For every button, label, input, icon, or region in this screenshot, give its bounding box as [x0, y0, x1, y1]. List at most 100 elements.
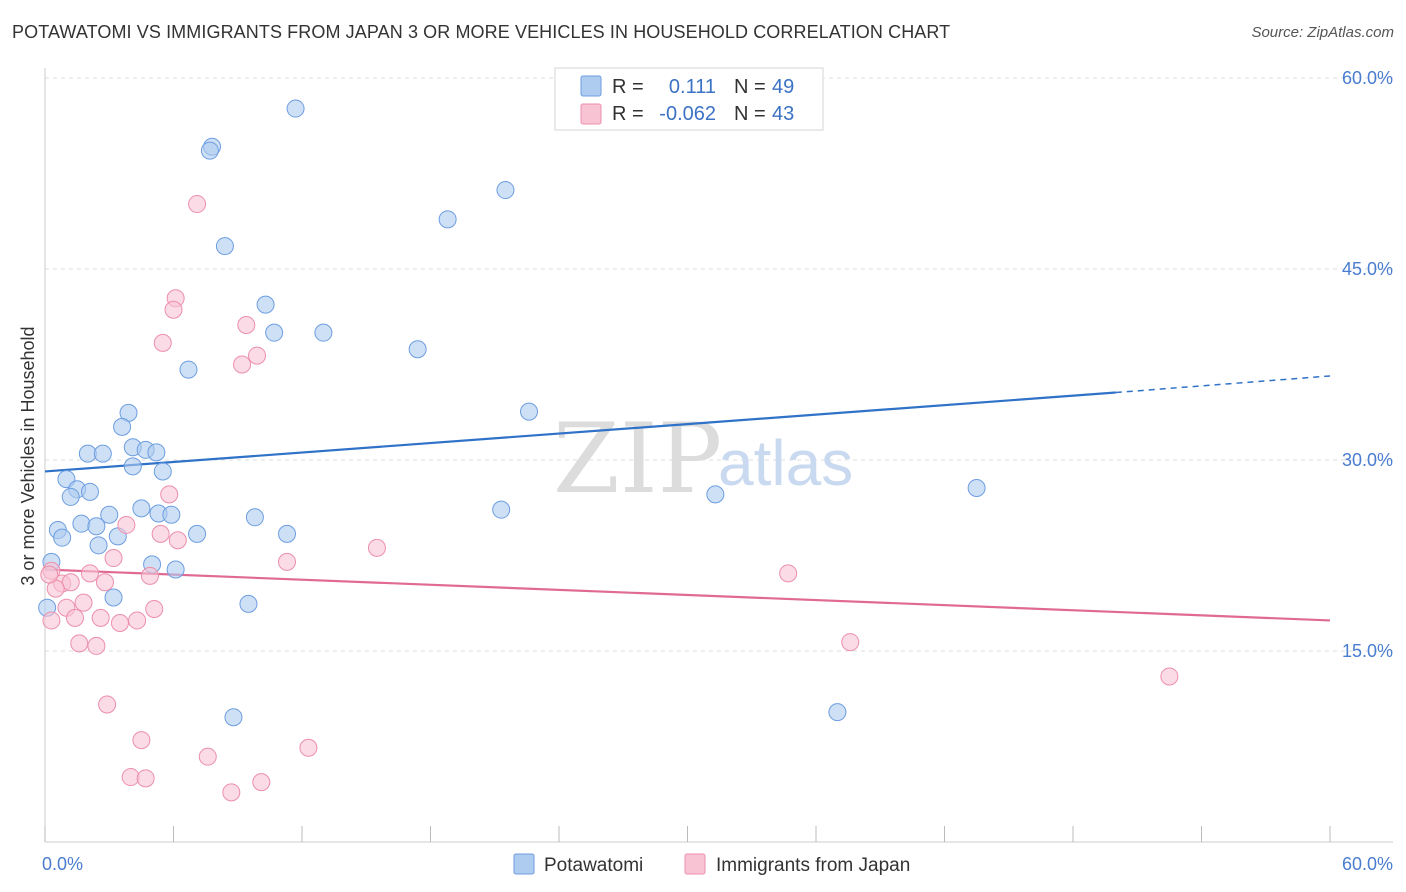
data-point [166, 560, 185, 579]
series-japan [40, 195, 1179, 802]
data-point [286, 99, 305, 118]
data-point [278, 524, 297, 543]
data-point [828, 703, 847, 722]
legend-r-label: R = [612, 103, 644, 125]
data-point [72, 514, 91, 533]
correlation-legend: R = 0.111 N = 49 R = -0.062 N = 43 [554, 67, 824, 131]
data-point [140, 566, 159, 585]
data-point [40, 565, 59, 584]
data-point [160, 485, 179, 504]
data-point [1160, 667, 1179, 686]
chart-source: Source: ZipAtlas.com [1251, 24, 1394, 41]
data-point [128, 611, 147, 630]
data-point [145, 599, 164, 618]
data-point [78, 444, 97, 463]
series-potawatomi [38, 99, 986, 727]
y-tick-label: 30.0% [1342, 450, 1393, 470]
y-tick-label: 15.0% [1342, 641, 1393, 661]
legend-swatch-japan [580, 103, 602, 125]
data-point [164, 300, 183, 319]
data-point [779, 564, 798, 583]
data-point [179, 360, 198, 379]
data-point [121, 768, 140, 787]
data-point [104, 549, 123, 568]
data-point [110, 613, 129, 632]
data-point [153, 333, 172, 352]
data-point [198, 747, 217, 766]
data-point [222, 783, 241, 802]
data-point [93, 444, 112, 463]
data-point [91, 608, 110, 627]
data-point [95, 573, 114, 592]
data-point [70, 634, 89, 653]
data-point [80, 564, 99, 583]
data-point [132, 499, 151, 518]
data-point [188, 524, 207, 543]
legend-label-japan: Immigrants from Japan [716, 855, 910, 876]
data-point [299, 738, 318, 757]
legend-r-value: 0.111 [669, 76, 716, 98]
watermark-zip: ZIP [553, 403, 722, 515]
data-point [117, 515, 136, 534]
data-point [520, 402, 539, 421]
data-point [100, 505, 119, 524]
legend-n-label: N = [734, 103, 766, 125]
data-point [367, 538, 386, 557]
data-point [252, 773, 271, 792]
data-point [42, 611, 61, 630]
data-point [53, 528, 72, 547]
legend-label-potawatomi: Potawatomi [544, 855, 643, 876]
data-point [438, 210, 457, 229]
data-point [151, 524, 170, 543]
data-point [245, 508, 264, 527]
data-point [104, 588, 123, 607]
watermark-atlas: atlas [718, 427, 853, 499]
trend-line [44, 391, 1116, 473]
y-tick-label: 45.0% [1342, 259, 1393, 279]
data-point [237, 316, 256, 335]
data-point [215, 237, 234, 256]
data-point [496, 181, 515, 200]
watermark: ZIP atlas [553, 403, 853, 515]
data-point [89, 536, 108, 555]
legend-swatch-potawatomi [513, 853, 535, 875]
y-tick-labels: 15.0% 30.0% 45.0% 60.0% [1342, 68, 1393, 661]
data-point [98, 695, 117, 714]
data-point [61, 487, 80, 506]
chart-title: POTAWATOMI VS IMMIGRANTS FROM JAPAN 3 OR… [12, 22, 951, 42]
data-point [153, 462, 172, 481]
data-point [61, 573, 80, 592]
legend-swatch-potawatomi [580, 75, 602, 97]
gridlines [45, 77, 1393, 652]
data-point [278, 552, 297, 571]
data-point [239, 594, 258, 613]
data-point [74, 593, 93, 612]
axes [44, 68, 1393, 843]
data-point [256, 295, 275, 314]
data-point [80, 482, 99, 501]
data-point [168, 531, 187, 550]
data-point [123, 457, 142, 476]
legend-n-value: 43 [772, 103, 794, 125]
data-point [87, 636, 106, 655]
data-point [200, 141, 219, 160]
data-point [113, 417, 132, 436]
data-point [265, 323, 284, 342]
x-tick-labels: 0.0% 60.0% [42, 854, 1393, 874]
data-point [492, 500, 511, 519]
data-point [162, 505, 181, 524]
data-point [233, 355, 252, 374]
data-point [841, 633, 860, 652]
data-point [706, 485, 725, 504]
trend-lines [44, 375, 1331, 622]
data-point [224, 708, 243, 727]
data-point [65, 608, 84, 627]
data-point [87, 517, 106, 536]
data-point [248, 346, 267, 365]
data-point [408, 340, 427, 359]
y-axis-title: 3 or more Vehicles in Household [18, 326, 38, 585]
legend-swatch-japan [684, 853, 706, 875]
legend-n-label: N = [734, 76, 766, 98]
data-point [136, 769, 155, 788]
